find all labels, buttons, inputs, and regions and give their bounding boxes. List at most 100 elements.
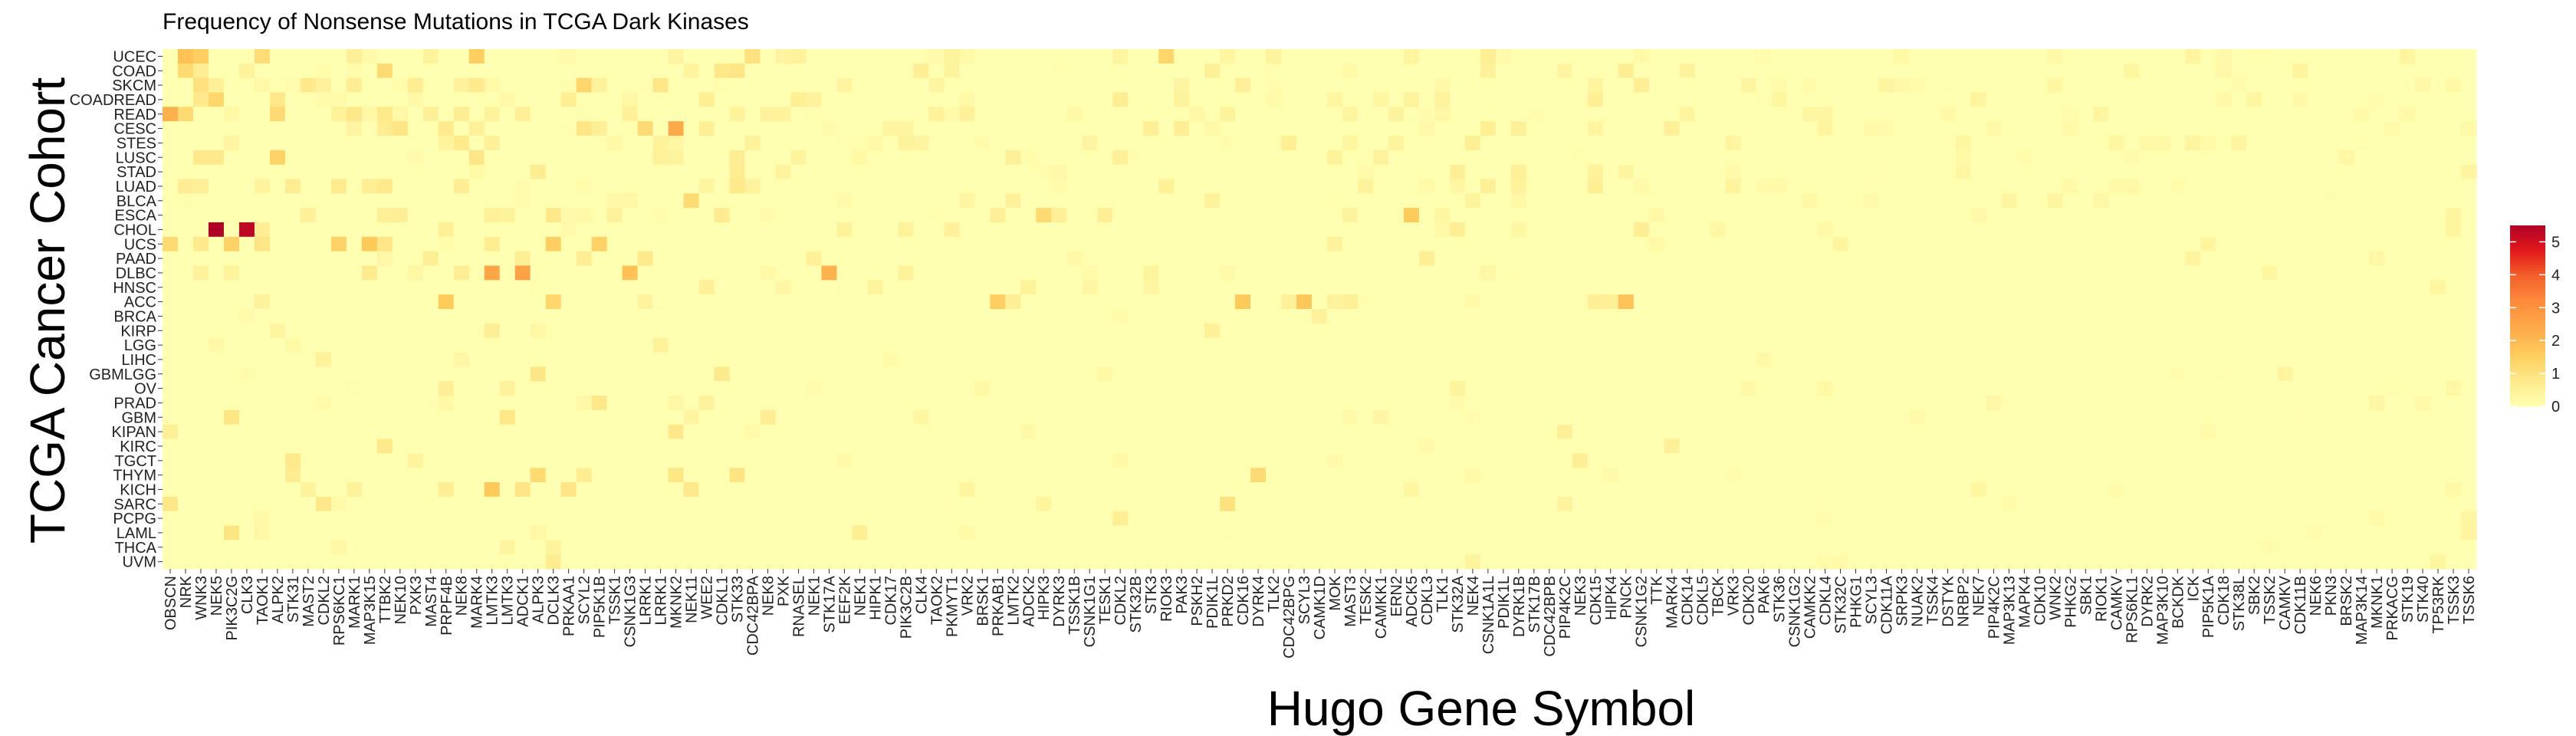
heatmap-cell — [606, 63, 623, 79]
heatmap-cell — [1955, 453, 1972, 468]
heatmap-cell — [2400, 179, 2416, 194]
heatmap-cell — [1756, 63, 1773, 79]
heatmap-cell — [1296, 121, 1313, 136]
heatmap-cell — [882, 49, 899, 64]
heatmap-cell — [760, 439, 777, 454]
heatmap-cell — [2170, 77, 2186, 94]
heatmap-cell — [1924, 150, 1941, 166]
heatmap-cell — [1281, 294, 1297, 310]
heatmap-cell — [1464, 337, 1481, 353]
heatmap-cell — [2246, 409, 2262, 426]
heatmap-cell — [346, 150, 363, 166]
heatmap-cell — [1587, 121, 1604, 136]
heatmap-cell — [254, 208, 271, 223]
heatmap-cell — [1955, 236, 1972, 252]
heatmap-cell — [1220, 251, 1236, 267]
heatmap-cell — [2200, 164, 2216, 180]
heatmap-cell — [1495, 409, 1512, 426]
heatmap-cell — [2369, 482, 2385, 498]
heatmap-cell — [1372, 511, 1389, 527]
heatmap-cell — [1204, 337, 1221, 353]
heatmap-cell — [1694, 409, 1711, 426]
heatmap-cell — [2384, 164, 2400, 180]
heatmap-cell — [2369, 77, 2385, 94]
heatmap-cell — [2216, 265, 2232, 281]
heatmap-cell — [1679, 396, 1696, 411]
heatmap-cell — [928, 381, 945, 396]
heatmap-cell — [591, 265, 608, 281]
heatmap-cell — [361, 468, 378, 483]
heatmap-cell — [1235, 337, 1251, 353]
heatmap-cell — [208, 525, 225, 540]
heatmap-cell — [1449, 352, 1466, 367]
heatmap-cell — [898, 193, 914, 209]
heatmap-cell — [2369, 136, 2385, 151]
heatmap-cell — [2108, 49, 2124, 64]
heatmap-cell — [208, 453, 225, 468]
heatmap-cell — [453, 208, 470, 223]
heatmap-cell — [606, 309, 623, 324]
heatmap-cell — [1250, 309, 1267, 324]
heatmap-cell — [238, 409, 255, 426]
heatmap-cell — [2415, 222, 2431, 238]
heatmap-cell — [422, 468, 439, 483]
heatmap-cell — [1694, 179, 1711, 194]
heatmap-cell — [1418, 468, 1435, 483]
heatmap-cell — [269, 439, 286, 454]
heatmap-cell — [1848, 265, 1865, 281]
heatmap-cell — [1418, 236, 1435, 252]
heatmap-cell — [974, 164, 991, 180]
heatmap-cell — [1863, 265, 1880, 281]
heatmap-cell — [1020, 150, 1037, 166]
heatmap-cell — [1312, 107, 1328, 122]
heatmap-cell — [637, 496, 654, 512]
heatmap-cell — [192, 511, 209, 527]
heatmap-cell — [438, 453, 455, 468]
heatmap-cell — [361, 63, 378, 79]
heatmap-cell — [223, 121, 240, 136]
heatmap-cell — [2323, 381, 2339, 396]
heatmap-cell — [1679, 366, 1696, 382]
heatmap-cell — [1756, 179, 1773, 194]
heatmap-cell — [315, 193, 332, 209]
heatmap-cell — [790, 323, 807, 339]
heatmap-cell — [1924, 511, 1941, 527]
heatmap-cell — [898, 352, 914, 367]
heatmap-cell — [499, 222, 516, 238]
heatmap-cell — [1082, 107, 1098, 122]
heatmap-cell — [1097, 121, 1113, 136]
heatmap-cell — [944, 77, 960, 94]
heatmap-cell — [959, 323, 975, 339]
heatmap-cell — [1848, 453, 1865, 468]
heatmap-cell — [1618, 323, 1635, 339]
heatmap-cell — [990, 396, 1006, 411]
heatmap-cell — [1909, 208, 1926, 223]
heatmap-cell — [1158, 222, 1175, 238]
heatmap-cell — [760, 107, 777, 122]
heatmap-cell — [668, 222, 685, 238]
heatmap-cell — [1464, 150, 1481, 166]
heatmap-cell — [1526, 511, 1543, 527]
heatmap-cell — [2308, 453, 2324, 468]
heatmap-cell — [346, 396, 363, 411]
heatmap-cell — [2216, 208, 2232, 223]
heatmap-cell — [714, 294, 731, 310]
heatmap-cell — [1174, 121, 1190, 136]
heatmap-cell — [560, 496, 577, 512]
heatmap-cell — [1112, 121, 1129, 136]
heatmap-cell — [499, 251, 516, 267]
heatmap-cell — [2093, 294, 2109, 310]
heatmap-cell — [1051, 381, 1067, 396]
heatmap-cell — [2047, 121, 2063, 136]
heatmap-cell — [683, 453, 700, 468]
heatmap-cell — [2078, 496, 2094, 512]
heatmap-cell — [2246, 251, 2262, 267]
heatmap-cell — [2430, 49, 2446, 64]
heatmap-cell — [576, 49, 593, 64]
heatmap-cell — [2308, 49, 2324, 64]
heatmap-cell — [407, 222, 424, 238]
heatmap-cell — [1464, 49, 1481, 64]
heatmap-cell — [177, 107, 194, 122]
heatmap-cell — [1005, 193, 1021, 209]
heatmap-cell — [269, 49, 286, 64]
